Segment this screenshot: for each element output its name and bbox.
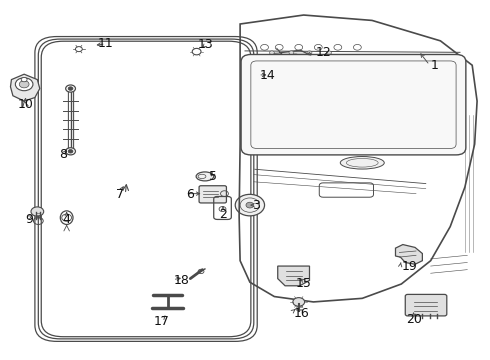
FancyBboxPatch shape xyxy=(199,186,226,203)
Polygon shape xyxy=(10,74,40,101)
Circle shape xyxy=(68,87,73,90)
Circle shape xyxy=(307,51,312,54)
Text: 4: 4 xyxy=(63,213,71,226)
Circle shape xyxy=(19,81,29,88)
Circle shape xyxy=(290,54,301,63)
Circle shape xyxy=(66,85,75,92)
FancyBboxPatch shape xyxy=(241,54,466,155)
Text: 15: 15 xyxy=(295,278,312,291)
Circle shape xyxy=(15,78,33,91)
Ellipse shape xyxy=(340,157,384,169)
Circle shape xyxy=(293,298,305,306)
Text: 16: 16 xyxy=(294,307,310,320)
Text: 20: 20 xyxy=(406,313,421,327)
Text: 6: 6 xyxy=(186,188,194,201)
Polygon shape xyxy=(278,266,310,286)
Text: 17: 17 xyxy=(154,315,170,328)
Text: 7: 7 xyxy=(117,188,124,201)
FancyBboxPatch shape xyxy=(405,294,447,316)
Circle shape xyxy=(327,51,331,54)
Ellipse shape xyxy=(196,172,214,181)
Text: 8: 8 xyxy=(59,148,67,161)
Text: 13: 13 xyxy=(198,38,214,51)
Circle shape xyxy=(235,194,265,216)
Circle shape xyxy=(270,51,274,54)
Circle shape xyxy=(246,202,254,208)
Text: 18: 18 xyxy=(174,274,190,287)
Text: 11: 11 xyxy=(98,37,114,50)
Circle shape xyxy=(263,71,274,79)
Text: 12: 12 xyxy=(316,46,332,59)
Text: 3: 3 xyxy=(252,199,260,212)
Text: 9: 9 xyxy=(25,213,33,226)
Text: 10: 10 xyxy=(17,98,33,111)
Circle shape xyxy=(68,149,73,153)
Polygon shape xyxy=(281,50,309,66)
Polygon shape xyxy=(395,244,422,264)
Circle shape xyxy=(289,51,294,54)
Circle shape xyxy=(66,148,75,155)
Circle shape xyxy=(293,56,298,60)
Circle shape xyxy=(21,77,27,82)
Text: 2: 2 xyxy=(219,208,227,221)
Text: 1: 1 xyxy=(431,59,439,72)
Text: 5: 5 xyxy=(209,170,217,183)
Text: 14: 14 xyxy=(260,69,275,82)
Circle shape xyxy=(31,207,44,216)
Text: 19: 19 xyxy=(401,260,417,273)
